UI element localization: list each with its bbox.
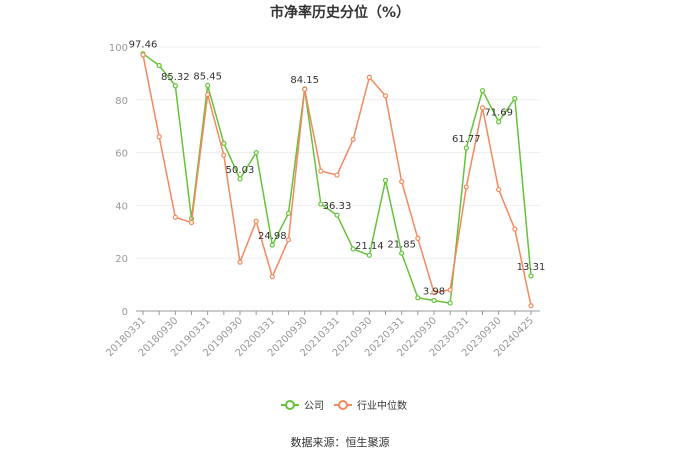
data-label: 21.14 [355, 241, 384, 252]
series-point-0 [366, 252, 372, 258]
series-point-0 [382, 177, 389, 183]
series-point-0 [205, 82, 211, 89]
data-label: 85.45 [193, 71, 222, 82]
series-point-1 [253, 218, 259, 224]
series-point-0 [285, 210, 292, 216]
series-point-1 [415, 235, 421, 241]
series-point-1 [140, 52, 146, 58]
data-label: 84.15 [290, 75, 319, 86]
series-point-1 [496, 186, 502, 193]
series-line-0 [142, 53, 532, 304]
series-layer [140, 51, 534, 309]
series-point-1 [237, 259, 243, 265]
series-point-0 [172, 83, 178, 89]
y-tick-label: 60 [115, 149, 128, 160]
series-point-1 [479, 105, 486, 111]
data-label: 3.98 [423, 286, 445, 297]
series-point-1 [382, 93, 389, 99]
series-point-1 [318, 168, 324, 174]
series-point-1 [172, 214, 178, 220]
source-note: 数据来源：恒生聚源 [291, 435, 390, 449]
series-point-1 [399, 179, 405, 185]
series-point-0 [318, 201, 324, 207]
legend[interactable]: 公司 行业中位数 [281, 399, 407, 412]
series-point-1 [463, 184, 469, 190]
y-tick-label: 20 [115, 254, 128, 265]
series-point-0 [479, 87, 486, 94]
series-point-1 [334, 172, 340, 178]
series-point-1 [302, 86, 308, 92]
legend-label-1: 行业中位数 [357, 399, 407, 412]
series-point-0 [415, 295, 421, 301]
series-point-0 [496, 119, 502, 125]
series-point-1 [221, 152, 227, 158]
series-point-0 [350, 246, 356, 252]
series-point-1 [269, 274, 275, 280]
series-point-0 [156, 62, 162, 69]
series-point-1 [512, 226, 518, 232]
data-label: 13.31 [517, 262, 546, 273]
series-point-0 [399, 250, 405, 256]
data-label: 50.03 [226, 165, 255, 176]
series-point-0 [512, 95, 518, 102]
data-label: 97.46 [129, 40, 158, 51]
series-point-0 [447, 300, 453, 306]
series-point-0 [253, 150, 259, 156]
series-point-0 [334, 212, 340, 218]
data-label: 85.32 [161, 72, 190, 83]
legend-marker-1 [338, 400, 348, 410]
series-point-1 [188, 219, 195, 226]
y-tick-label: 100 [109, 43, 128, 54]
series-point-1 [156, 134, 162, 140]
series-point-1 [447, 287, 453, 293]
series-point-1 [528, 303, 534, 309]
series-point-0 [528, 273, 534, 279]
data-label: 36.33 [323, 201, 352, 212]
series-point-0 [221, 140, 227, 146]
series-point-1 [431, 289, 437, 296]
series-point-1 [205, 91, 211, 98]
data-label: 61.77 [452, 134, 481, 145]
series-point-0 [431, 297, 437, 304]
data-label: 21.85 [387, 239, 416, 250]
series-point-1 [350, 136, 356, 142]
data-labels: 97.46 85.32 85.45 50.03 24.98 84.15 36.33 21.14… [129, 40, 546, 298]
series-point-0 [463, 145, 469, 151]
series-point-0 [269, 242, 275, 248]
series-line-1 [142, 54, 532, 306]
y-tick-label: 40 [115, 201, 128, 212]
y-tick-label: 0 [122, 307, 128, 318]
data-label: 24.98 [258, 231, 287, 242]
data-label: 71.69 [484, 108, 513, 119]
y-tick-label: 80 [115, 96, 128, 107]
legend-label-0: 公司 [304, 401, 324, 412]
series-point-1 [366, 74, 372, 80]
grid-lines [136, 46, 540, 259]
series-point-1 [285, 237, 292, 243]
series-point-0 [237, 176, 243, 182]
legend-marker-0 [285, 400, 295, 410]
chart-title: 市净率历史分位（%） [270, 4, 410, 21]
